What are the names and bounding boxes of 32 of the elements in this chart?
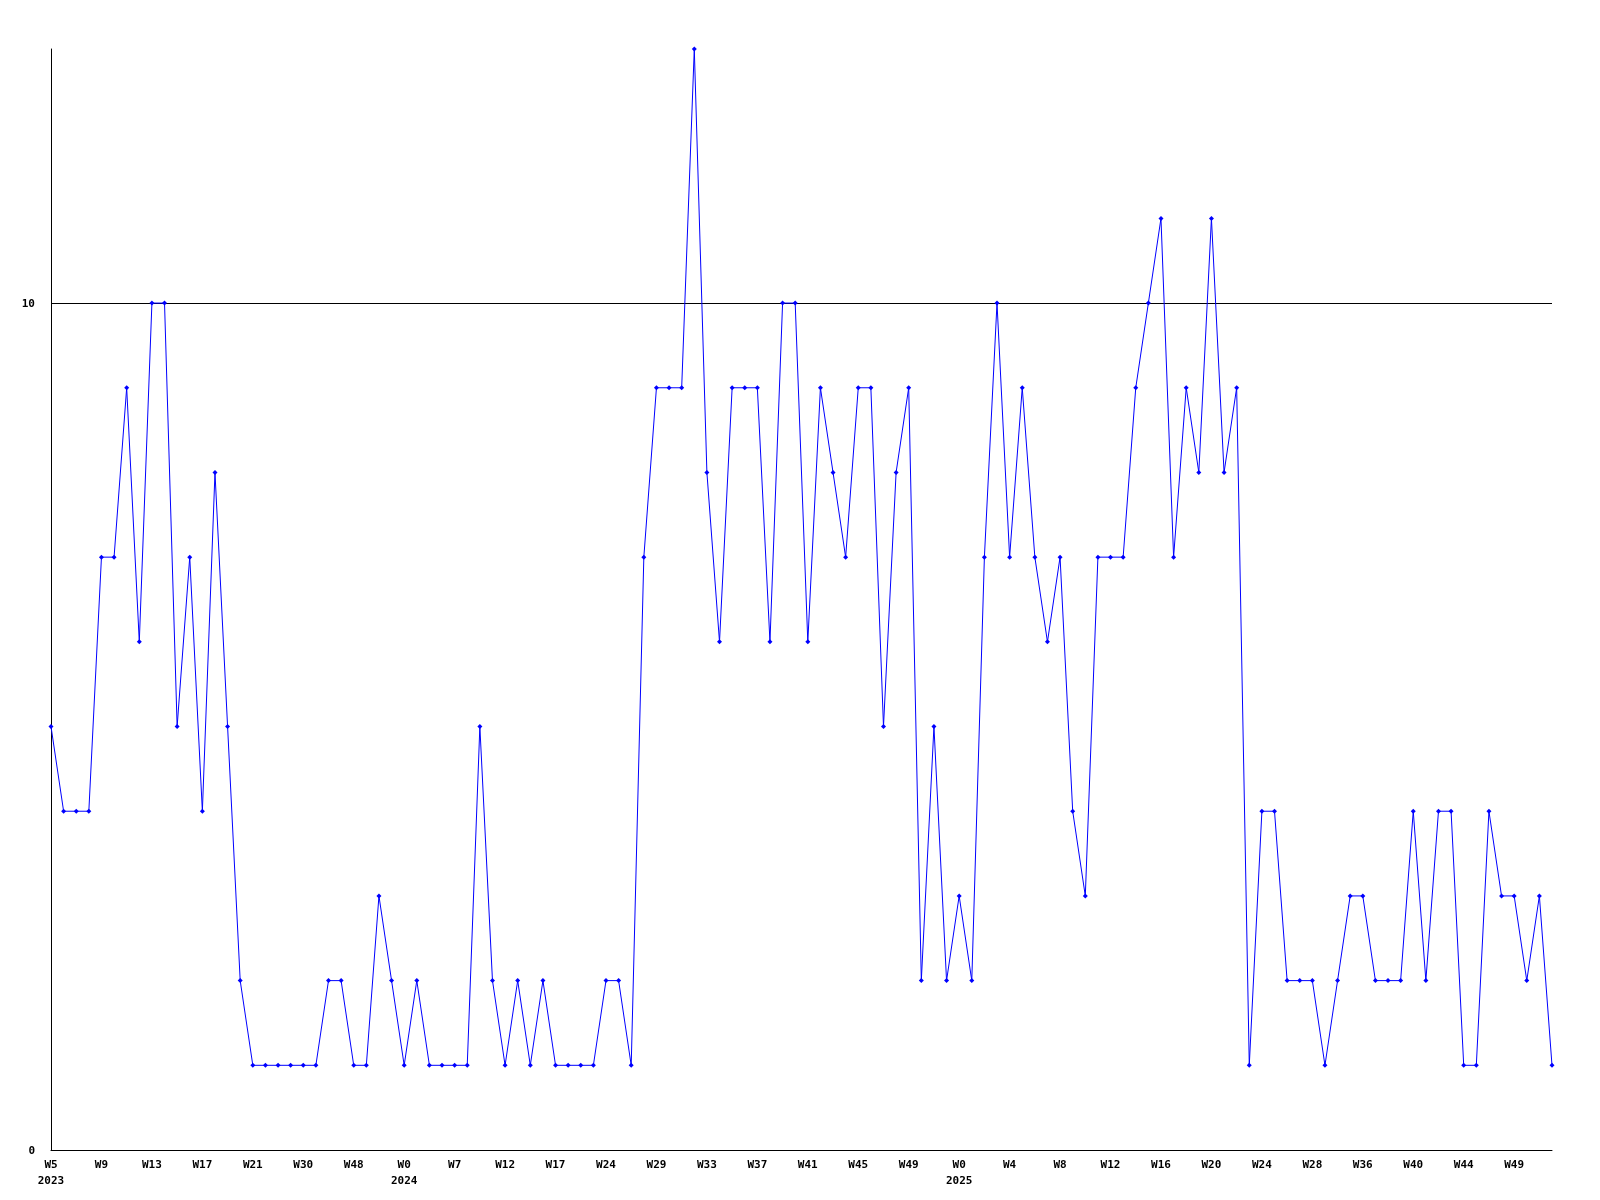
- x-tick-label: W0 2024: [390, 1157, 418, 1187]
- y-tick-label: 0: [28, 1143, 35, 1157]
- x-tick-label: W33: [696, 1157, 717, 1171]
- x-tick-label: W40: [1403, 1157, 1424, 1171]
- x-tick-label: W30: [293, 1157, 314, 1171]
- x-tick-label: W0 2025: [945, 1157, 973, 1187]
- x-tick-label: W49: [898, 1157, 919, 1171]
- x-tick-label: W9: [94, 1157, 109, 1171]
- x-tick-label: W28: [1302, 1157, 1323, 1171]
- x-tick-label: W13: [141, 1157, 162, 1171]
- x-tick-label: W41: [797, 1157, 819, 1171]
- x-tick-label: W36: [1352, 1157, 1374, 1171]
- x-tick-label: W17: [192, 1157, 213, 1171]
- x-tick-label: W16: [1151, 1157, 1172, 1171]
- x-tick-label: W49: [1504, 1157, 1525, 1171]
- x-tick-label: W45: [848, 1157, 869, 1171]
- x-tick-label: W7: [448, 1157, 462, 1171]
- x-tick-label: W21: [242, 1157, 264, 1171]
- y-tick-label: 10: [21, 296, 35, 310]
- x-tick-label: W8: [1053, 1157, 1067, 1171]
- x-tick-label: W44: [1453, 1157, 1475, 1171]
- x-tick-label: W17: [545, 1157, 566, 1171]
- x-tick-label: W24: [1251, 1157, 1273, 1171]
- x-tick-label: W12: [495, 1157, 516, 1171]
- x-tick-label: W24: [596, 1157, 617, 1171]
- x-tick-label: W48: [343, 1157, 364, 1171]
- x-tick-label: W37: [747, 1157, 768, 1171]
- x-tick-label: W5 2023: [37, 1157, 65, 1187]
- x-tick-label: W4: [1003, 1157, 1017, 1171]
- x-tick-label: W20: [1201, 1157, 1222, 1171]
- x-tick-label: W29: [646, 1157, 667, 1171]
- x-tick-label: W12: [1100, 1157, 1121, 1171]
